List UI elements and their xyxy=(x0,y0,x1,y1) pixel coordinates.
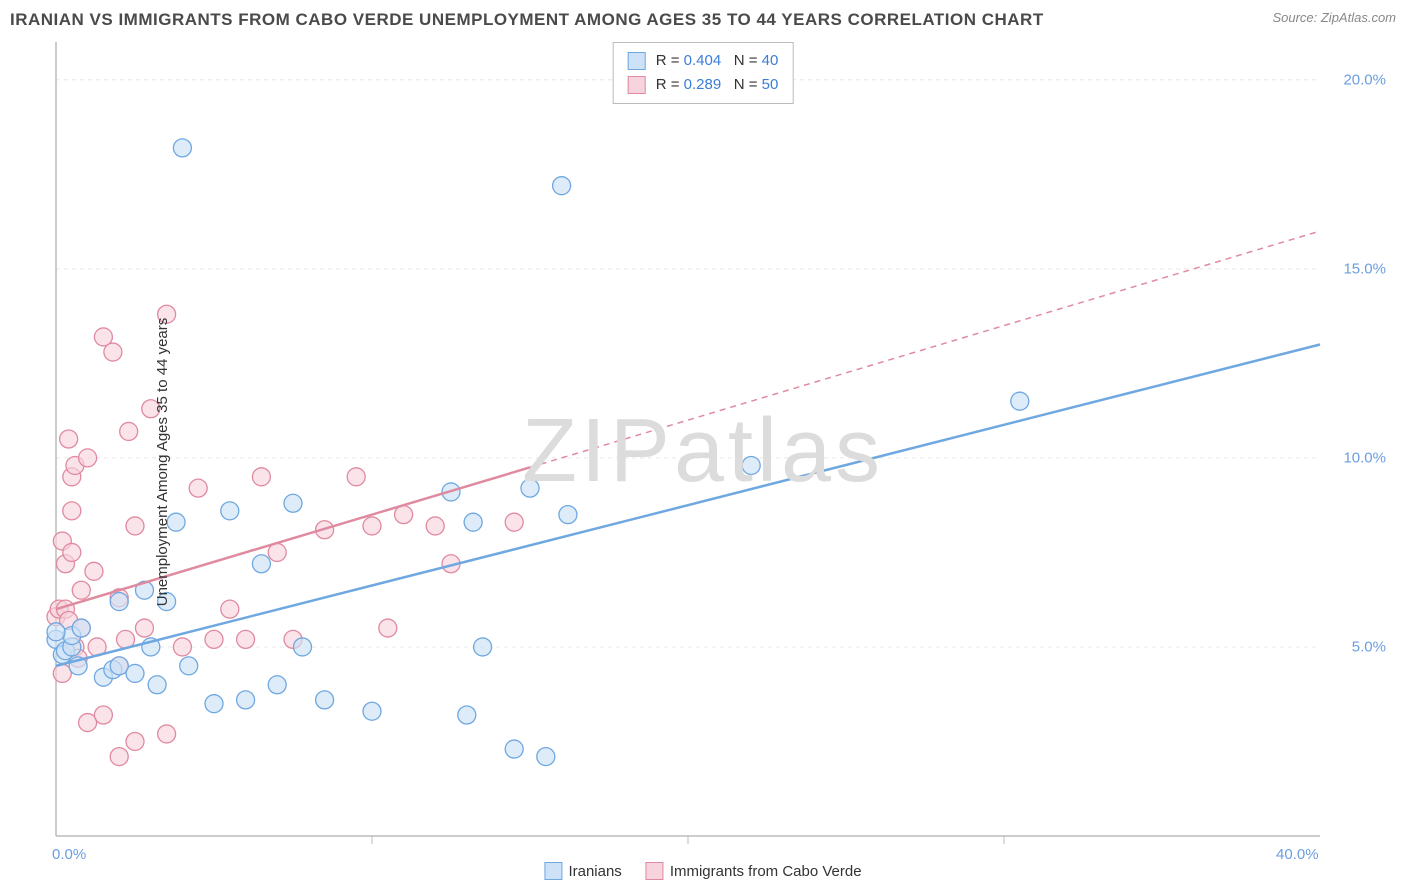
legend-swatch xyxy=(628,76,646,94)
legend-label: Iranians xyxy=(568,863,621,880)
legend-inset-row: R = 0.404 N = 40 xyxy=(628,49,779,73)
x-tick-label: 0.0% xyxy=(52,846,86,863)
chart-container: Unemployment Among Ages 35 to 44 years Z… xyxy=(10,42,1396,882)
y-axis-label: Unemployment Among Ages 35 to 44 years xyxy=(154,318,171,607)
y-tick-label: 5.0% xyxy=(1352,638,1386,655)
y-tick-label: 20.0% xyxy=(1343,71,1386,88)
legend-label: Immigrants from Cabo Verde xyxy=(670,863,862,880)
y-tick-label: 15.0% xyxy=(1343,260,1386,277)
legend-swatch xyxy=(646,862,664,880)
legend-inset: R = 0.404 N = 40R = 0.289 N = 50 xyxy=(613,42,794,104)
scatter-chart xyxy=(10,42,1396,882)
chart-title: IRANIAN VS IMMIGRANTS FROM CABO VERDE UN… xyxy=(10,10,1044,30)
x-tick-label: 40.0% xyxy=(1276,846,1319,863)
legend-stat: R = 0.289 N = 50 xyxy=(656,73,779,97)
legend-inset-row: R = 0.289 N = 50 xyxy=(628,73,779,97)
legend-stat: R = 0.404 N = 40 xyxy=(656,49,779,73)
source-label: Source: ZipAtlas.com xyxy=(1272,10,1396,25)
legend-item: Immigrants from Cabo Verde xyxy=(646,862,862,880)
y-tick-label: 10.0% xyxy=(1343,449,1386,466)
legend-swatch xyxy=(544,862,562,880)
legend-bottom: Iranians Immigrants from Cabo Verde xyxy=(544,862,861,880)
legend-swatch xyxy=(628,52,646,70)
legend-item: Iranians xyxy=(544,862,621,880)
